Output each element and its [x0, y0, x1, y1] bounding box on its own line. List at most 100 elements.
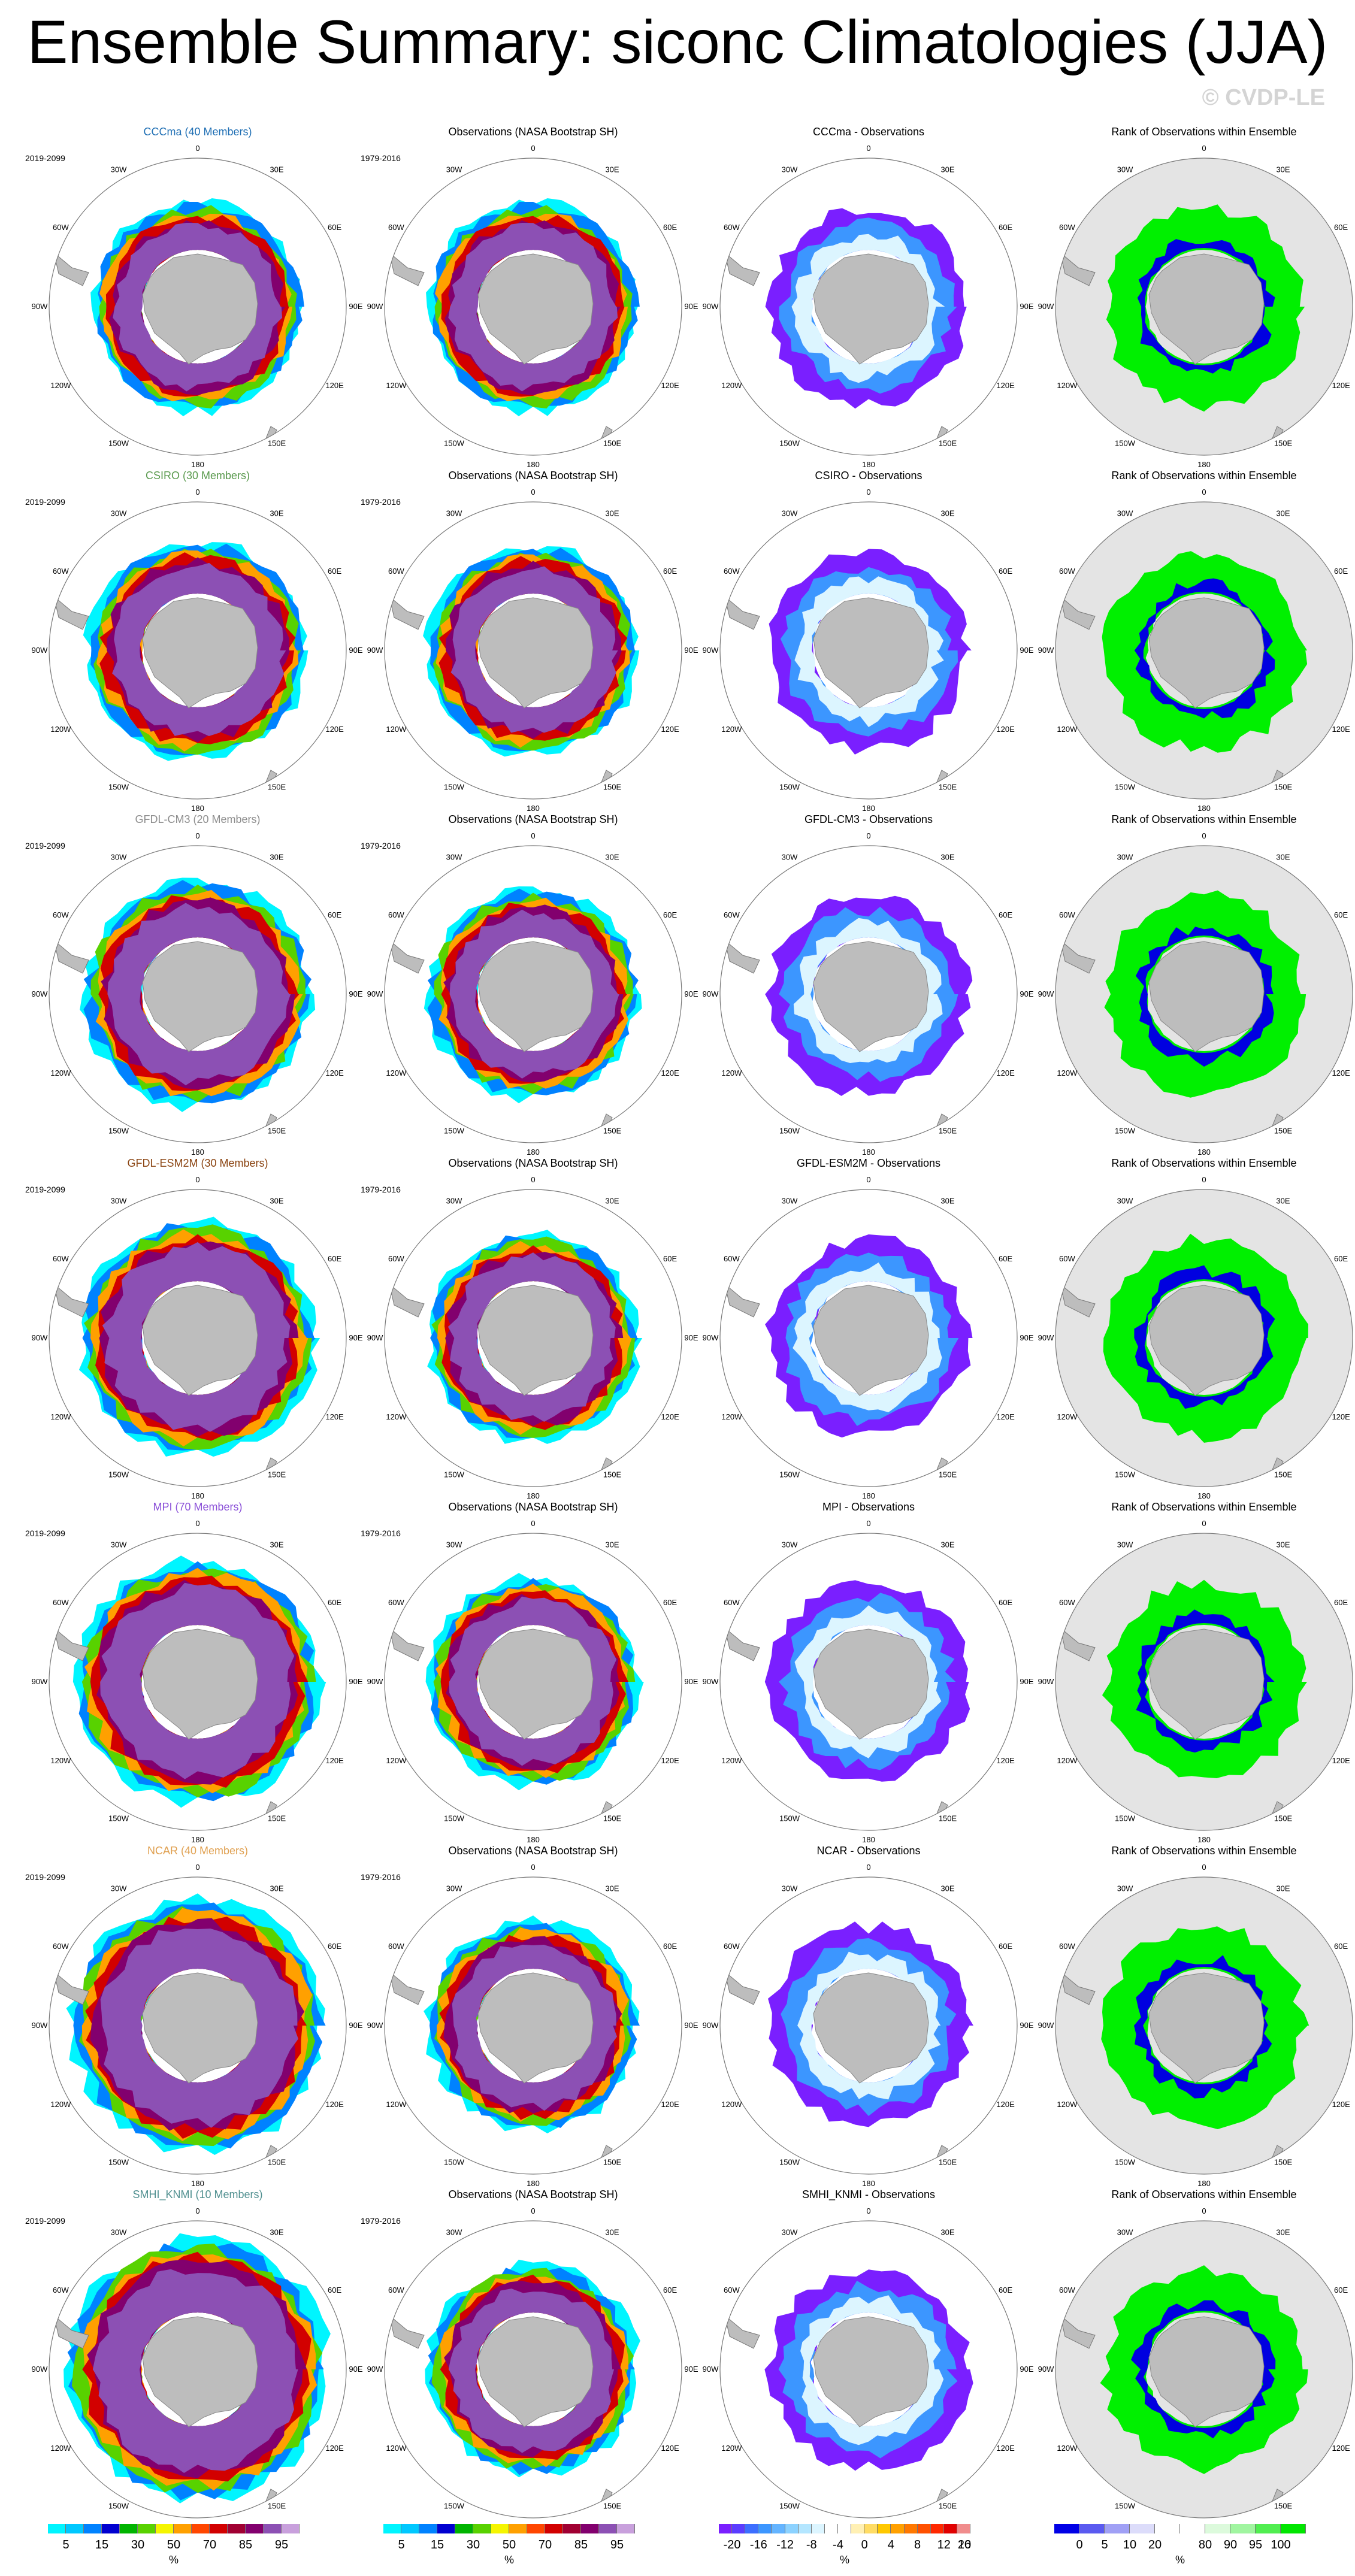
longitude-label: 180	[862, 1835, 875, 1844]
longitude-label: 150E	[939, 439, 957, 448]
longitude-label: 60W	[724, 910, 740, 919]
longitude-label: 150W	[108, 783, 129, 792]
longitude-label: 90W	[1038, 1677, 1054, 1686]
colorbar-unit: %	[839, 2554, 850, 2566]
longitude-label: 120E	[1332, 725, 1350, 734]
colorbar-tick-label: 15	[430, 2538, 444, 2551]
colorbar-swatches	[383, 2524, 635, 2533]
longitude-label: 120W	[386, 1756, 407, 1765]
longitude-label: 120E	[1332, 2444, 1350, 2453]
period-label: 1979-2016	[361, 1872, 401, 1882]
longitude-label: 60W	[724, 1254, 740, 1263]
longitude-label: 60E	[328, 1942, 341, 1951]
longitude-label: 30E	[940, 2227, 954, 2236]
south-america-land	[53, 1283, 89, 1318]
colorbar-tick-label: 85	[574, 2538, 588, 2551]
longitude-label: 90W	[1038, 646, 1054, 655]
longitude-label: 0	[866, 1863, 870, 1872]
polar-map: 0 30E 60E 90E 120E 150E 180 150W 120W 90W 60W 30W	[32, 1175, 363, 1500]
longitude-label: 150W	[779, 439, 800, 448]
longitude-label: 0	[1202, 831, 1206, 840]
map-panel-diff: MPI - Observations 0 30E 60E 90E 120E 150E 180 1…	[701, 1501, 1036, 1845]
longitude-label: 150E	[1274, 439, 1293, 448]
map-boundary	[719, 501, 1018, 800]
period-label: 2019-2099	[25, 1872, 65, 1882]
colorbar-swatch	[1281, 2524, 1306, 2533]
map-boundary	[1055, 1189, 1353, 1487]
longitude-label: 90W	[703, 1677, 719, 1686]
longitude-label: 180	[862, 1148, 875, 1157]
antarctica-land	[813, 253, 929, 365]
colorbar-tick-label: 100	[1271, 2538, 1291, 2551]
map-panel-obs: Observations (NASA Bootstrap SH) 1979-201…	[361, 470, 701, 814]
south-america-land	[389, 1627, 425, 1661]
antarctica-land	[813, 1972, 929, 2084]
colorbar-swatch	[957, 2524, 971, 2533]
map-panel-obs: Observations (NASA Bootstrap SH) 1979-201…	[361, 126, 701, 470]
longitude-label: 150E	[268, 2158, 286, 2167]
longitude-label: 30W	[111, 1540, 127, 1549]
colorbar-swatch	[527, 2524, 545, 2533]
longitude-label: 90W	[367, 2365, 383, 2374]
longitude-label: 120E	[325, 1068, 344, 1077]
longitude-label: 30E	[940, 1196, 954, 1205]
period-label: 1979-2016	[361, 1185, 401, 1194]
concentration-band	[100, 1929, 298, 2128]
longitude-label: 120E	[325, 725, 344, 734]
colorbar-swatch	[509, 2524, 527, 2533]
colorbar-observations: 5 15 30 50 70 85 95%	[383, 2524, 635, 2567]
colorbar-tick-label: -16	[749, 2538, 767, 2551]
longitude-label: 90E	[684, 2365, 698, 2374]
map-boundary	[1055, 845, 1353, 1143]
polar-map: 0 30E 60E 90E 120E 150E 180 150W 120W 90W 60W 30W	[367, 831, 698, 1157]
map-panel-model: NCAR (40 Members) 2019-2099 0 30E 60E 90E 120E…	[25, 1845, 365, 2189]
south-america-land	[1060, 595, 1096, 630]
longitude-label: 150E	[268, 439, 286, 448]
longitude-label: 120E	[996, 1756, 1015, 1765]
longitude-label: 120W	[50, 1412, 71, 1421]
longitude-label: 30W	[446, 165, 462, 174]
longitude-label: 90W	[1038, 302, 1054, 311]
longitude-label: 0	[866, 1175, 870, 1184]
longitude-label: 90W	[32, 302, 48, 311]
longitude-label: 60W	[388, 1254, 404, 1263]
south-america-land	[389, 595, 425, 630]
period-label: 2019-2099	[25, 1528, 65, 1538]
longitude-label: 150E	[603, 2158, 622, 2167]
longitude-label: 60W	[724, 567, 740, 576]
longitude-label: 150W	[779, 783, 800, 792]
south-america-land	[724, 2314, 760, 2349]
longitude-label: 120E	[325, 1412, 344, 1421]
colorbar-tick-label: 4	[887, 2538, 894, 2551]
colorbar-swatch	[48, 2524, 66, 2533]
longitude-label: 30W	[782, 852, 798, 861]
longitude-label: 180	[1197, 1835, 1211, 1844]
longitude-label: 180	[527, 1491, 540, 1500]
colorbar-swatch	[904, 2524, 918, 2533]
longitude-label: 180	[1197, 2179, 1211, 2188]
longitude-label: 180	[527, 804, 540, 813]
longitude-label: 120E	[325, 1756, 344, 1765]
map-panel-diff: NCAR - Observations 0 30E 60E 90E 120E 150E 180…	[701, 1845, 1036, 2189]
longitude-label: 150E	[603, 783, 622, 792]
longitude-label: 120E	[996, 725, 1015, 734]
longitude-label: 30E	[605, 508, 619, 517]
south-america-land	[1060, 1970, 1096, 2005]
longitude-label: 150W	[1115, 1814, 1136, 1823]
map-panel-rank: Rank of Observations within Ensemble 0 30E…	[1036, 2188, 1355, 2533]
longitude-label: 30W	[782, 508, 798, 517]
concentration-band	[92, 2269, 298, 2473]
longitude-label: 90E	[1020, 1677, 1033, 1686]
longitude-label: 120E	[661, 1412, 679, 1421]
longitude-label: 60W	[1059, 567, 1075, 576]
longitude-label: 30W	[782, 165, 798, 174]
longitude-label: 180	[862, 460, 875, 469]
south-america-land	[389, 2314, 425, 2349]
colorbar-swatch	[943, 2524, 957, 2533]
colorbar-swatch	[878, 2524, 891, 2533]
map-panel-model: CCCma (40 Members) 2019-2099 0 30E 60E 90E 120…	[25, 126, 365, 470]
longitude-label: 90E	[1020, 646, 1033, 655]
longitude-label: 150W	[779, 1127, 800, 1136]
south-america-land	[724, 939, 760, 974]
colorbar-swatch	[156, 2524, 174, 2533]
